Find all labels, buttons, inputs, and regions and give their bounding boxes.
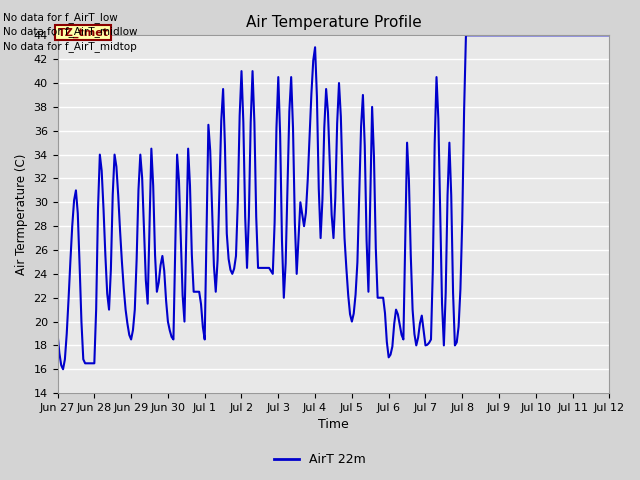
Text: No data for f_AirT_midtop: No data for f_AirT_midtop [3, 41, 137, 52]
Text: TZ_tmet: TZ_tmet [58, 27, 109, 37]
Text: No data for f_AirT_midlow: No data for f_AirT_midlow [3, 26, 138, 37]
Legend: AirT 22m: AirT 22m [269, 448, 371, 471]
X-axis label: Time: Time [318, 419, 349, 432]
Text: No data for f_AirT_low: No data for f_AirT_low [3, 12, 118, 23]
Y-axis label: Air Termperature (C): Air Termperature (C) [15, 154, 28, 275]
Title: Air Temperature Profile: Air Temperature Profile [246, 15, 421, 30]
